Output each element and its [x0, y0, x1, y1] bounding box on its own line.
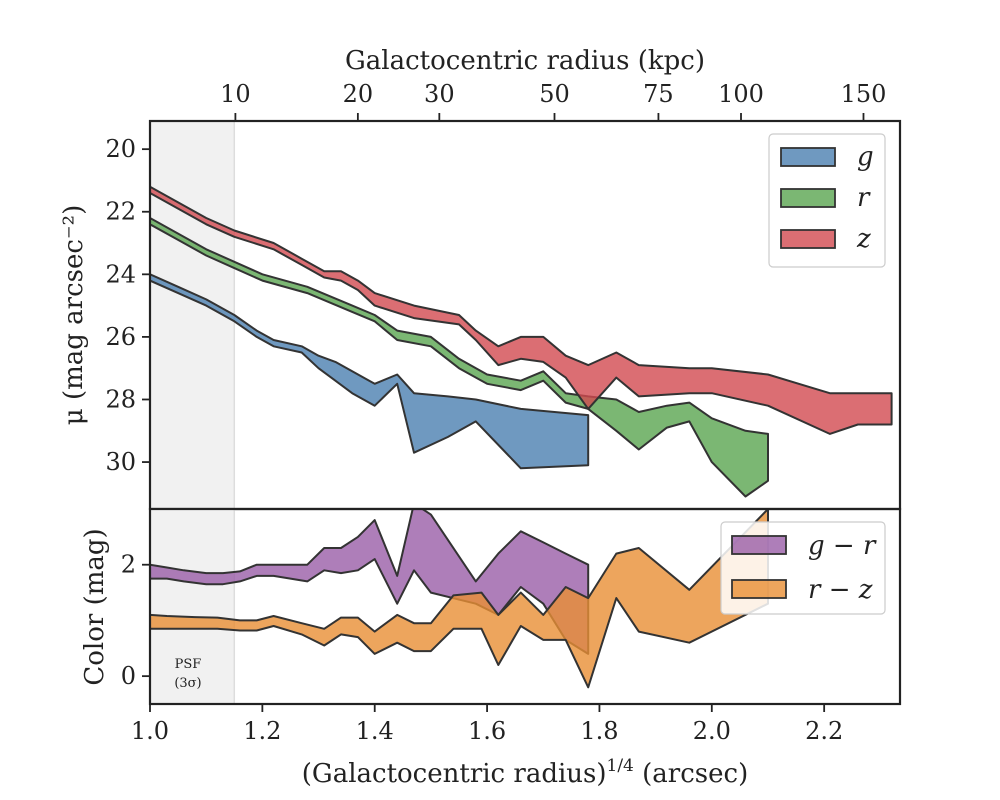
top-x-tick-label: 100: [718, 80, 764, 108]
top-x-ticks: 10 20 30 50 75 100 150: [220, 80, 886, 121]
psf-shaded-region: [150, 121, 235, 509]
series-band-r: [150, 217, 769, 498]
y-tick-label: 2: [121, 551, 136, 579]
color-panel: PSF (3σ) 02 1.0 1.2 1.4 1.6 1.8 2.0 2.2 g − r …: [80, 507, 902, 745]
legend-label-g-r: g − r: [808, 531, 877, 561]
color-frame: [148, 507, 902, 706]
x-tick-label: 2.0: [693, 717, 731, 745]
y-tick-label: 30: [105, 448, 136, 476]
top-x-tick-label: 10: [220, 80, 251, 108]
legend-swatch-g: [780, 147, 836, 167]
surface-brightness-y-axis-title: μ (mag arcsec⁻²): [59, 205, 89, 425]
legend-swatch-r: [780, 188, 836, 208]
surface-brightness-legend: g r z: [768, 133, 886, 268]
top-axis-title: Galactocentric radius (kpc): [345, 46, 705, 76]
top-x-tick-label: 75: [643, 80, 674, 108]
y-tick-label: 0: [121, 662, 136, 690]
x-tick-label: 2.2: [805, 717, 843, 745]
y-tick-label: 24: [105, 260, 136, 288]
legend-label-g: g: [857, 142, 874, 172]
top-x-tick-label: 20: [343, 80, 374, 108]
x-axis-title: (Galactocentric radius)1/4 (arcsec): [302, 756, 748, 789]
legend-label-r: r: [857, 183, 871, 213]
top-x-tick-label: 150: [841, 80, 887, 108]
color-series: [150, 509, 769, 689]
x-tick-label: 1.2: [243, 717, 281, 745]
color-x-ticks: 1.0 1.2 1.4 1.6 1.8 2.0 2.2: [131, 704, 843, 745]
legend-swatch-r-z: [731, 579, 787, 599]
series-band-g: [150, 273, 590, 470]
y-tick-label: 26: [105, 323, 136, 351]
legend-swatch-z: [780, 229, 836, 249]
top-x-tick-label: 50: [539, 80, 570, 108]
surface-brightness-series: [150, 185, 893, 498]
series-band-rz: [150, 509, 769, 689]
y-tick-label: 22: [105, 198, 136, 226]
top-x-tick-label: 30: [424, 80, 455, 108]
legend-label-r-z: r − z: [808, 575, 873, 605]
psf-shaded-region: [150, 509, 235, 704]
surface-brightness-panel: 20 22 24 26 28 30 10 20 30 50 75 100 150 g r z μ (m…: [59, 80, 902, 511]
x-tick-label: 1.6: [468, 717, 506, 745]
x-tick-label: 1.0: [131, 717, 169, 745]
color-y-ticks: 02: [121, 551, 150, 690]
legend-swatch-g-r: [731, 535, 787, 555]
legend-label-z: z: [856, 224, 871, 254]
psf-label: PSF: [175, 657, 202, 672]
psf-sublabel: (3σ): [174, 676, 201, 691]
color-legend: g − r r − z: [720, 521, 886, 615]
x-tick-label: 1.8: [580, 717, 618, 745]
surface-brightness-y-ticks: 20 22 24 26 28 30: [105, 135, 150, 476]
color-y-axis-title: Color (mag): [80, 528, 110, 685]
y-tick-label: 28: [105, 385, 136, 413]
y-tick-label: 20: [105, 135, 136, 163]
series-band-z: [150, 185, 893, 435]
x-tick-label: 1.4: [356, 717, 394, 745]
